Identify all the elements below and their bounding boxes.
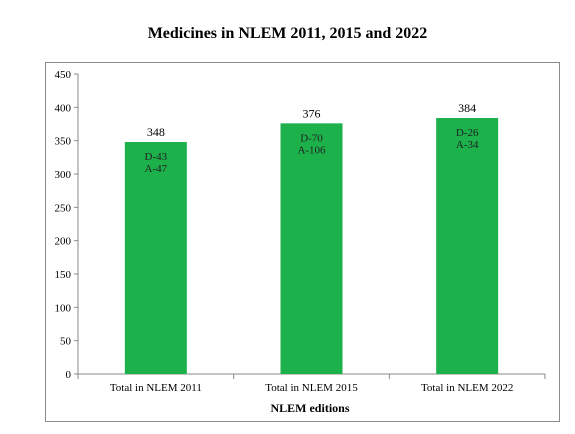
data-label: 376 (303, 106, 321, 120)
bar-annotation: A-106 (297, 144, 326, 156)
y-tick-label: 0 (66, 369, 72, 381)
y-tick-label: 400 (55, 102, 72, 114)
data-label: 348 (147, 125, 165, 139)
x-tick-label: Total in NLEM 2015 (265, 382, 358, 394)
bar-annotation: D-43 (145, 151, 168, 163)
x-axis-title: NLEM editions (270, 401, 349, 415)
bar-annotation: D-70 (300, 132, 323, 144)
y-tick-label: 100 (55, 302, 72, 314)
bar-annotation: A-47 (145, 163, 168, 175)
x-tick-label: Total in NLEM 2022 (421, 382, 513, 394)
y-tick-label: 300 (55, 169, 72, 181)
bar (280, 123, 343, 374)
bar-annotation: A-34 (456, 139, 479, 151)
y-tick-label: 250 (55, 202, 72, 214)
y-tick-label: 200 (55, 236, 72, 248)
bar-annotation: D-26 (456, 127, 479, 139)
chart-frame (45, 62, 560, 422)
y-tick-label: 50 (60, 336, 72, 348)
chart-title: Medicines in NLEM 2011, 2015 and 2022 (147, 25, 428, 42)
y-tick-label: 150 (55, 269, 72, 281)
data-label: 384 (458, 101, 476, 115)
bar (124, 142, 187, 374)
x-tick-label: Total in NLEM 2011 (110, 382, 202, 394)
y-tick-label: 350 (55, 136, 72, 148)
bar (436, 118, 499, 374)
y-tick-label: 450 (55, 69, 72, 81)
